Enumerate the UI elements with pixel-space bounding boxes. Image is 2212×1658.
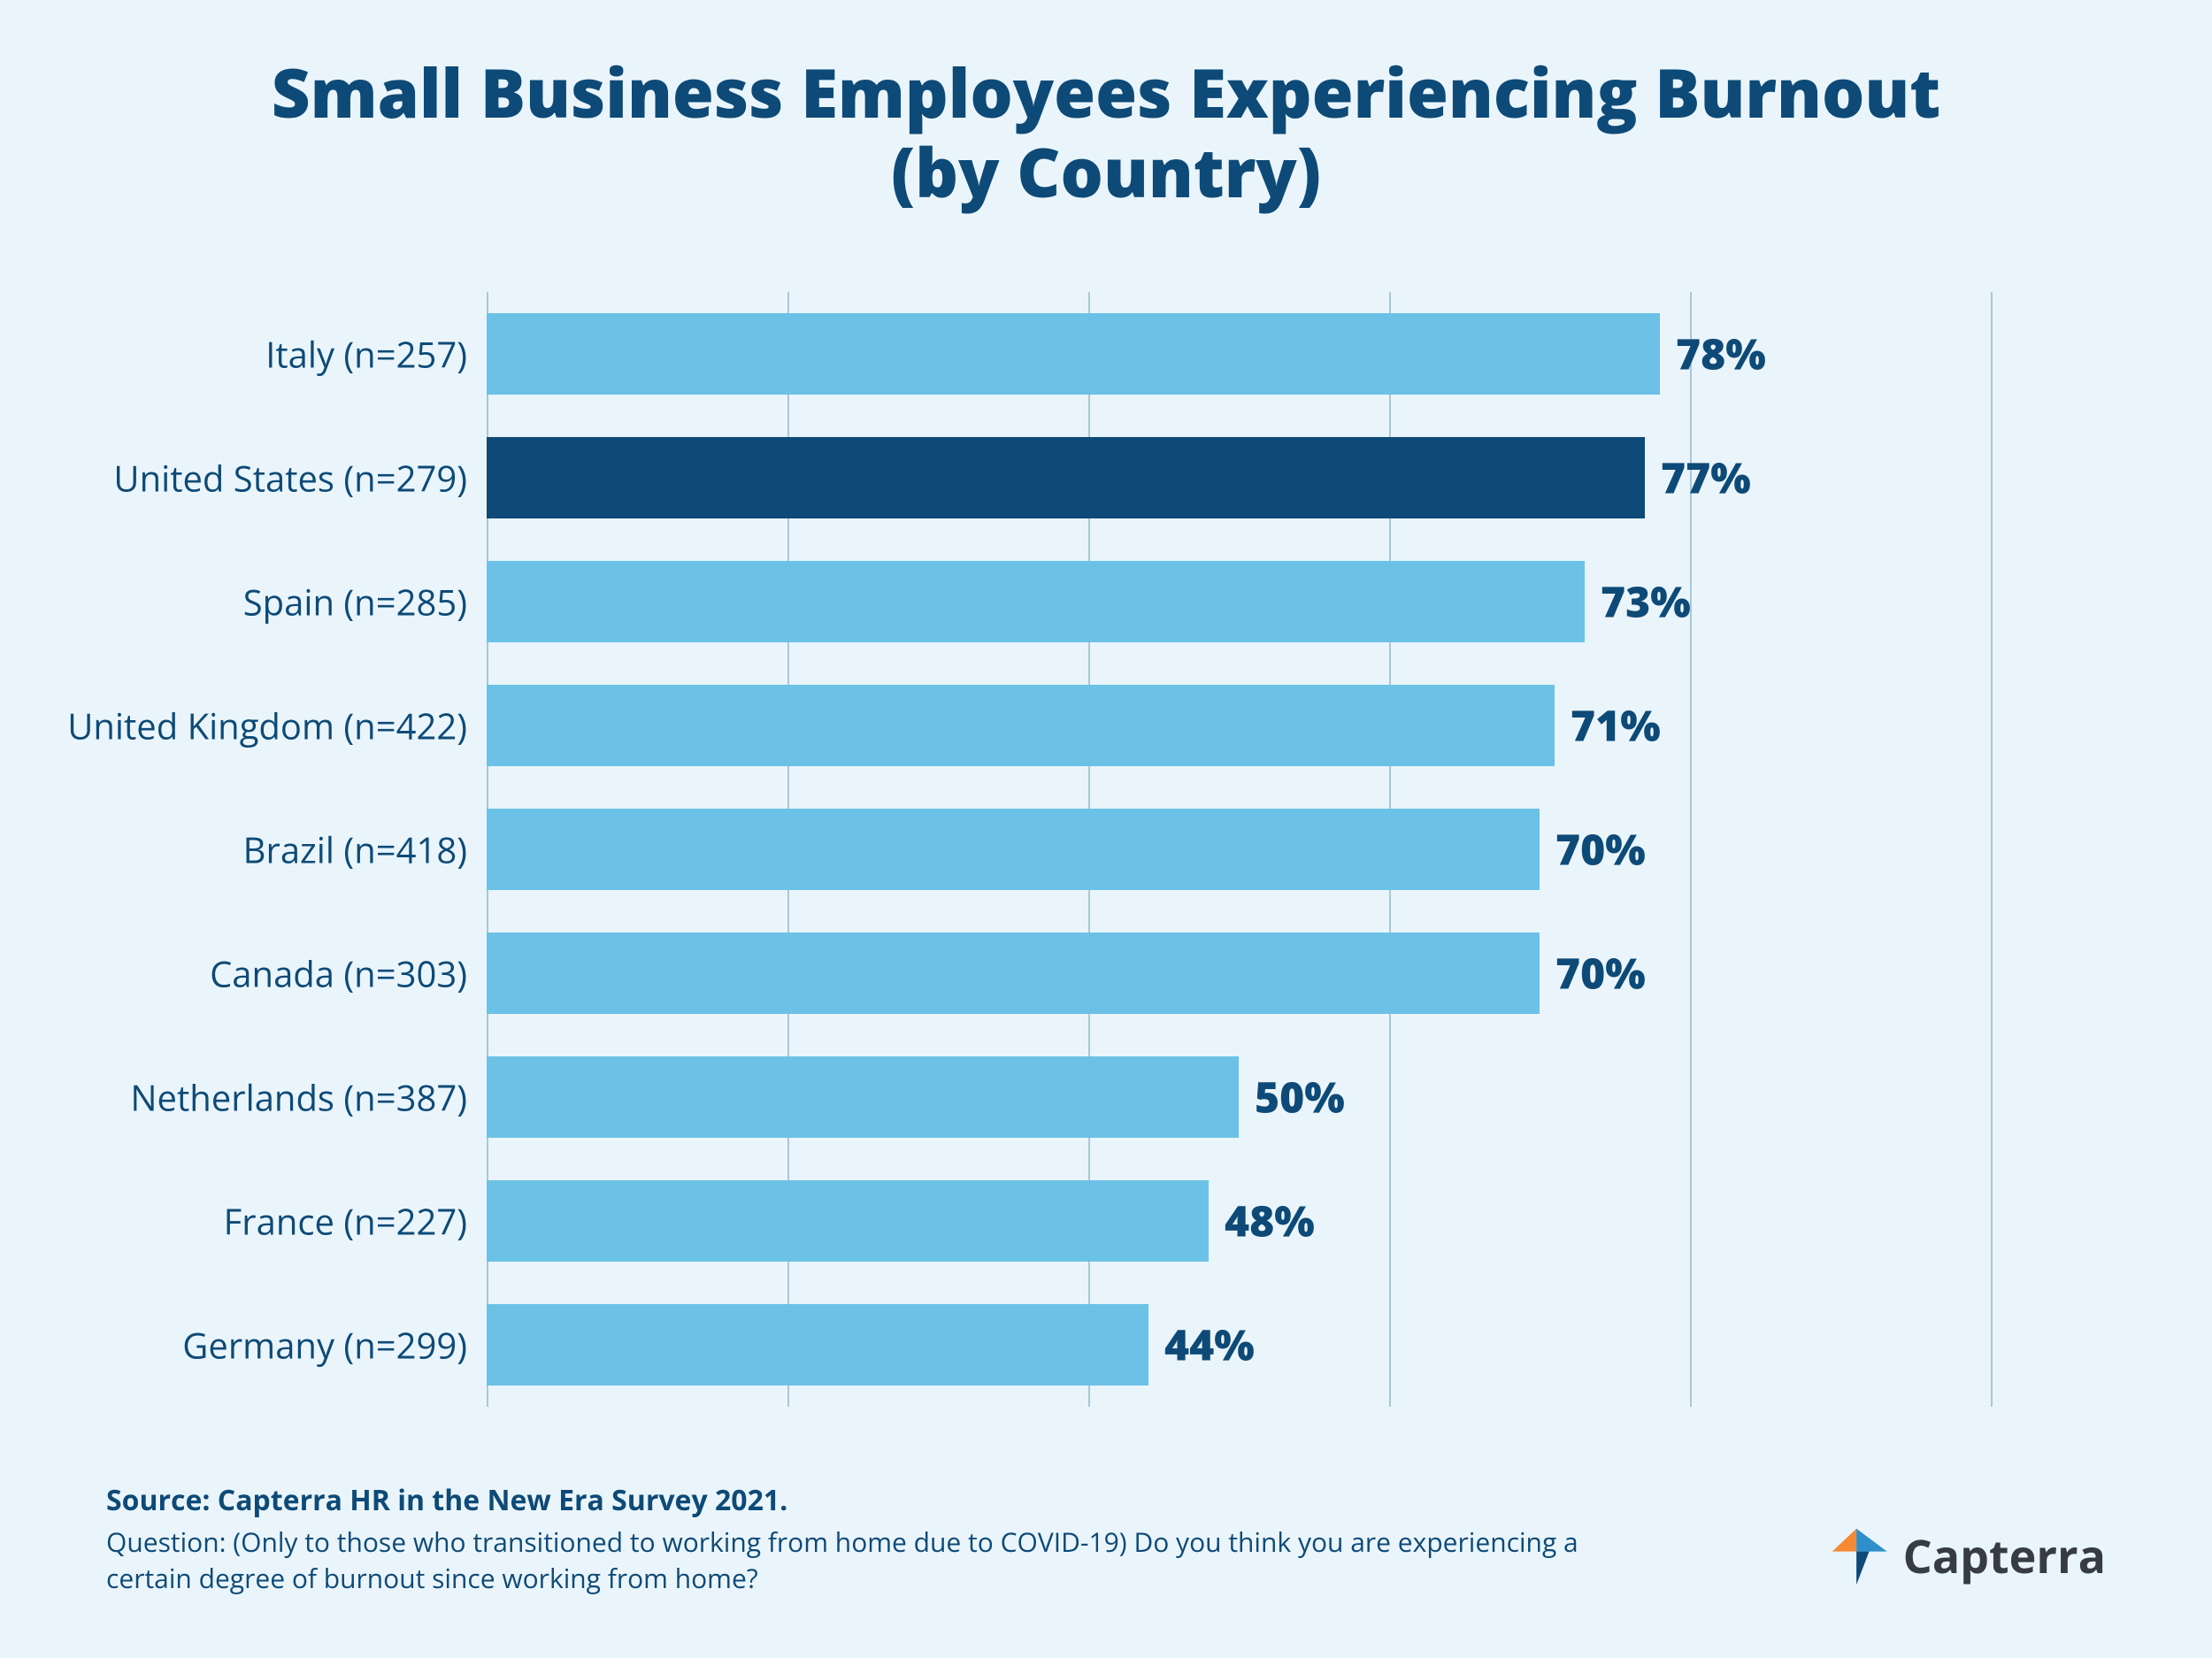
bar — [487, 1056, 1239, 1138]
chart-title: Small Business Employees Experiencing Bu… — [0, 0, 2212, 211]
bar-row: France (n=227)48% — [487, 1159, 1991, 1283]
bar-category-label: Italy (n=257) — [265, 330, 487, 379]
bar-value-label: 71% — [1555, 697, 1661, 755]
plot-area: Italy (n=257)78%United States (n=279)77%… — [487, 292, 1991, 1407]
bar-row: United Kingdom (n=422)71% — [487, 664, 1991, 787]
title-line-2: (by Country) — [891, 127, 1321, 218]
chart-canvas: Small Business Employees Experiencing Bu… — [0, 0, 2212, 1658]
question-text: Question: (Only to those who transitione… — [106, 1524, 1610, 1596]
bar-row: Brazil (n=418)70% — [487, 787, 1991, 911]
title-line-1: Small Business Employees Experiencing Bu… — [272, 47, 1941, 138]
bar — [487, 809, 1540, 890]
bar-value-label: 70% — [1540, 945, 1646, 1002]
bar-category-label: Canada (n=303) — [210, 949, 487, 998]
bar-category-label: Spain (n=285) — [243, 578, 487, 626]
bar-value-label: 77% — [1645, 449, 1751, 507]
bar — [487, 1304, 1148, 1386]
gridline — [1991, 292, 1993, 1407]
capterra-logo-mark — [1827, 1524, 1891, 1587]
capterra-logo-text: Capterra — [1903, 1524, 2106, 1587]
bar-category-label: United States (n=279) — [113, 454, 487, 503]
chart-footer: Source: Capterra HR in the New Era Surve… — [106, 1481, 1610, 1596]
bar-value-label: 50% — [1239, 1069, 1345, 1126]
bar-value-label: 44% — [1148, 1316, 1255, 1374]
bar — [487, 313, 1660, 395]
bar-row: Germany (n=299)44% — [487, 1283, 1991, 1407]
bar-row: Italy (n=257)78% — [487, 292, 1991, 416]
bar-category-label: Netherlands (n=387) — [130, 1073, 487, 1122]
bar-row: Canada (n=303)70% — [487, 911, 1991, 1035]
bar-category-label: France (n=227) — [224, 1197, 487, 1246]
bar — [487, 561, 1585, 642]
bar — [487, 685, 1555, 766]
bar-value-label: 70% — [1540, 821, 1646, 879]
bar-row: Spain (n=285)73% — [487, 540, 1991, 664]
bar-row: Netherlands (n=387)50% — [487, 1035, 1991, 1159]
bar-category-label: United Kingdom (n=422) — [67, 702, 487, 750]
bar-category-label: Brazil (n=418) — [243, 825, 487, 874]
bar-value-label: 48% — [1209, 1193, 1315, 1250]
bar-row: United States (n=279)77% — [487, 416, 1991, 540]
source-text: Source: Capterra HR in the New Era Surve… — [106, 1481, 1610, 1519]
chart-area: Italy (n=257)78%United States (n=279)77%… — [106, 292, 2106, 1407]
bar — [487, 933, 1540, 1014]
bar — [487, 437, 1645, 518]
capterra-logo: Capterra — [1827, 1524, 2106, 1587]
bar — [487, 1180, 1209, 1262]
bar-value-label: 73% — [1585, 573, 1691, 631]
bar-value-label: 78% — [1660, 326, 1766, 383]
bar-category-label: Germany (n=299) — [182, 1321, 487, 1370]
